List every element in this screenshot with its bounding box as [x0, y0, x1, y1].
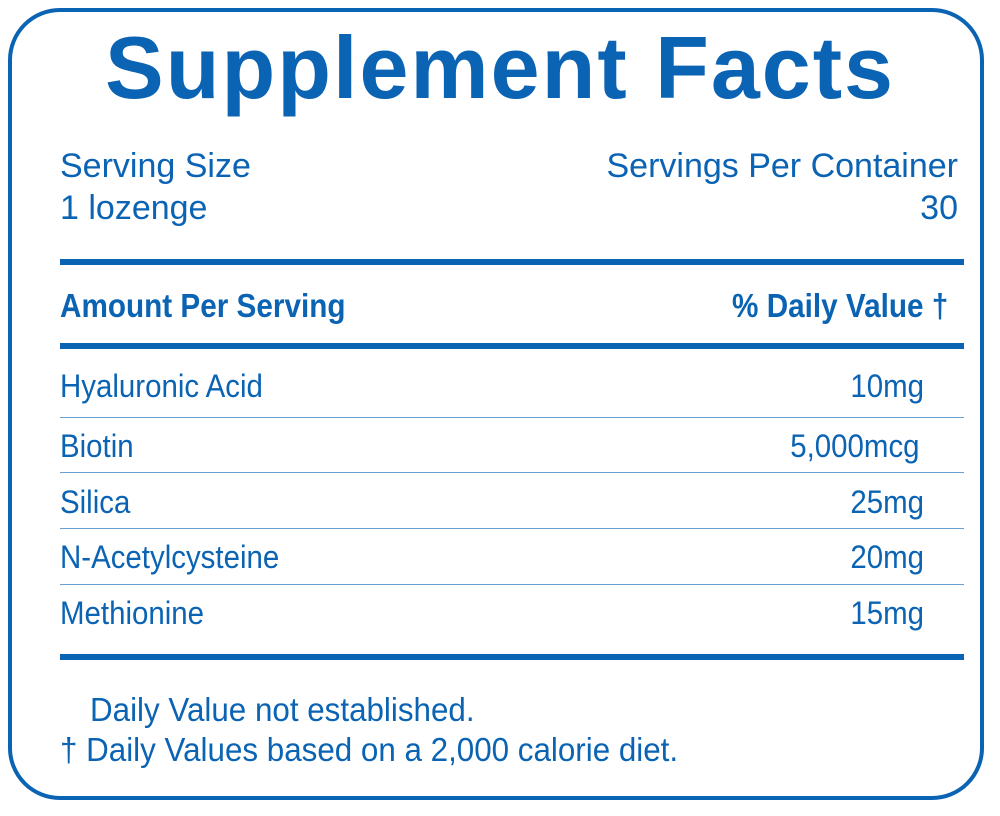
divider-thick	[60, 654, 964, 660]
amount-per-serving-header: Amount Per Serving	[60, 287, 346, 324]
footnote-daily-values: † Daily Values based on a 2,000 calorie …	[60, 731, 679, 768]
daily-value-header: % Daily Value †	[731, 287, 948, 324]
label-border	[8, 8, 984, 800]
serving-size-label: Serving Size	[60, 147, 251, 185]
ingredient-amount: 20mg	[850, 539, 924, 575]
ingredient-name: N-Acetylcysteine	[60, 539, 280, 575]
ingredient-name: Biotin	[60, 428, 134, 464]
ingredient-amount: 15mg	[850, 595, 924, 631]
label-title: Supplement Facts	[105, 18, 895, 117]
divider-thin	[60, 528, 964, 529]
divider-thin	[60, 584, 964, 585]
serving-size-value: 1 lozenge	[60, 189, 208, 227]
divider-thick	[60, 343, 964, 349]
servings-per-container-label: Servings Per Container	[606, 147, 958, 185]
ingredient-name: Methionine	[60, 595, 205, 631]
servings-per-container-value: 30	[920, 189, 958, 227]
ingredient-amount: 5,000mcg	[790, 428, 920, 464]
ingredient-amount: 25mg	[850, 484, 924, 520]
divider-thin	[60, 472, 964, 473]
divider-thick	[60, 259, 964, 265]
ingredient-name: Hyaluronic Acid	[60, 368, 263, 404]
footnote-not-established: Daily Value not established.	[90, 691, 475, 728]
divider-thin	[60, 417, 964, 418]
ingredient-name: Silica	[60, 484, 131, 520]
ingredient-amount: 10mg	[850, 368, 924, 404]
